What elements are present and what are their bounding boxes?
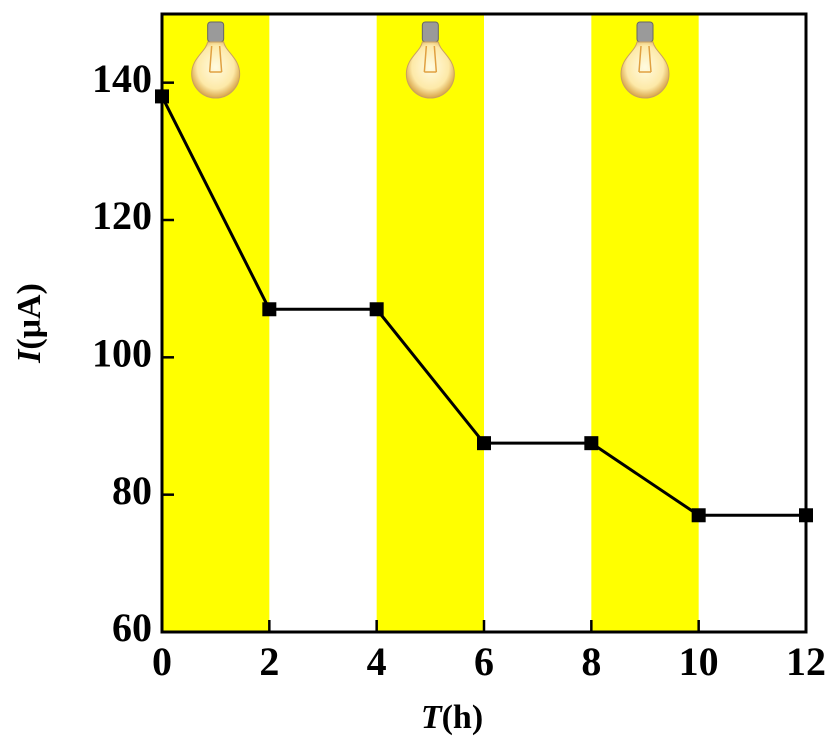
y-axis-label: I(μA) [11,283,48,364]
y-tick-label: 60 [112,605,152,650]
x-tick-label: 12 [786,639,826,684]
data-point [584,436,598,450]
light-span [377,14,484,632]
x-axis-label: T(h) [421,699,483,736]
data-point [692,508,706,522]
y-tick-label: 120 [92,193,152,238]
y-tick-label: 80 [112,468,152,513]
x-tick-label: 8 [581,639,601,684]
light-span [162,14,269,632]
bulb-base [637,22,653,42]
background [162,14,699,632]
x-label-unit: (h) [442,699,484,736]
bulb-base [422,22,438,42]
y-label-unit: (μA) [11,283,48,349]
data-point [477,436,491,450]
light-span [591,14,698,632]
x-tick-label: 4 [367,639,387,684]
y-tick-label: 140 [92,56,152,101]
y-tick-label: 100 [92,331,152,376]
x-tick-label: 2 [259,639,279,684]
bulb-base [208,22,224,42]
x-label-symbol: T [421,699,443,736]
x-tick-label: 10 [679,639,719,684]
chart: 0 2 4 6 8 10 12 60 80 100 120 140 T(h) I(μA) [0,0,837,748]
x-tick-label: 0 [152,639,172,684]
data-point [370,302,384,316]
x-tick-label: 6 [474,639,494,684]
data-point [262,302,276,316]
